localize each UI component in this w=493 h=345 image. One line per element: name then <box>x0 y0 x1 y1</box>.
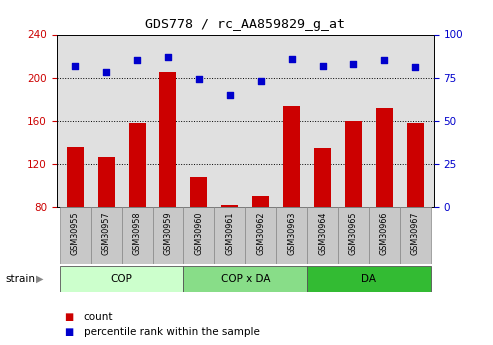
Point <box>226 92 234 98</box>
Bar <box>91 207 122 264</box>
Text: percentile rank within the sample: percentile rank within the sample <box>84 327 260 337</box>
Bar <box>376 108 393 207</box>
Point <box>133 58 141 63</box>
Bar <box>60 207 91 264</box>
Bar <box>129 123 145 207</box>
Bar <box>276 207 307 264</box>
Text: GSM30955: GSM30955 <box>70 211 80 255</box>
Text: GSM30967: GSM30967 <box>411 211 420 255</box>
Bar <box>307 207 338 264</box>
Point <box>411 65 419 70</box>
Bar <box>159 72 176 207</box>
Bar <box>400 207 431 264</box>
Bar <box>214 207 245 264</box>
Text: count: count <box>84 312 113 322</box>
Text: GSM30966: GSM30966 <box>380 211 389 255</box>
Text: GSM30959: GSM30959 <box>164 211 173 255</box>
Bar <box>98 157 115 207</box>
Bar <box>183 266 307 292</box>
Bar <box>122 207 152 264</box>
Point <box>318 63 326 68</box>
Text: GSM30964: GSM30964 <box>318 211 327 255</box>
Bar <box>252 196 269 207</box>
Bar <box>221 205 238 207</box>
Text: DA: DA <box>361 274 377 284</box>
Point <box>102 70 110 75</box>
Point <box>257 78 265 84</box>
Bar <box>183 207 214 264</box>
Bar <box>60 266 183 292</box>
Bar <box>152 207 183 264</box>
Text: GSM30961: GSM30961 <box>225 211 234 255</box>
Text: COP: COP <box>110 274 133 284</box>
Bar <box>314 148 331 207</box>
Point <box>164 54 172 60</box>
Text: strain: strain <box>5 274 35 284</box>
Point <box>71 63 79 68</box>
Text: ■: ■ <box>64 327 73 337</box>
Text: GSM30962: GSM30962 <box>256 211 265 255</box>
Bar <box>307 266 431 292</box>
Point <box>288 56 296 61</box>
Text: COP x DA: COP x DA <box>220 274 270 284</box>
Point <box>381 58 388 63</box>
Text: GSM30960: GSM30960 <box>194 211 204 255</box>
Text: GSM30957: GSM30957 <box>102 211 110 255</box>
Point <box>350 61 357 67</box>
Text: ▶: ▶ <box>35 274 43 284</box>
Bar <box>67 147 84 207</box>
Bar <box>245 207 276 264</box>
Bar <box>338 207 369 264</box>
Text: GSM30963: GSM30963 <box>287 211 296 255</box>
Title: GDS778 / rc_AA859829_g_at: GDS778 / rc_AA859829_g_at <box>145 18 345 31</box>
Text: GSM30965: GSM30965 <box>349 211 358 255</box>
Bar <box>369 207 400 264</box>
Text: GSM30958: GSM30958 <box>133 211 141 255</box>
Bar <box>345 121 362 207</box>
Bar <box>283 106 300 207</box>
Bar <box>190 177 208 207</box>
Bar <box>407 123 424 207</box>
Point <box>195 77 203 82</box>
Text: ■: ■ <box>64 312 73 322</box>
